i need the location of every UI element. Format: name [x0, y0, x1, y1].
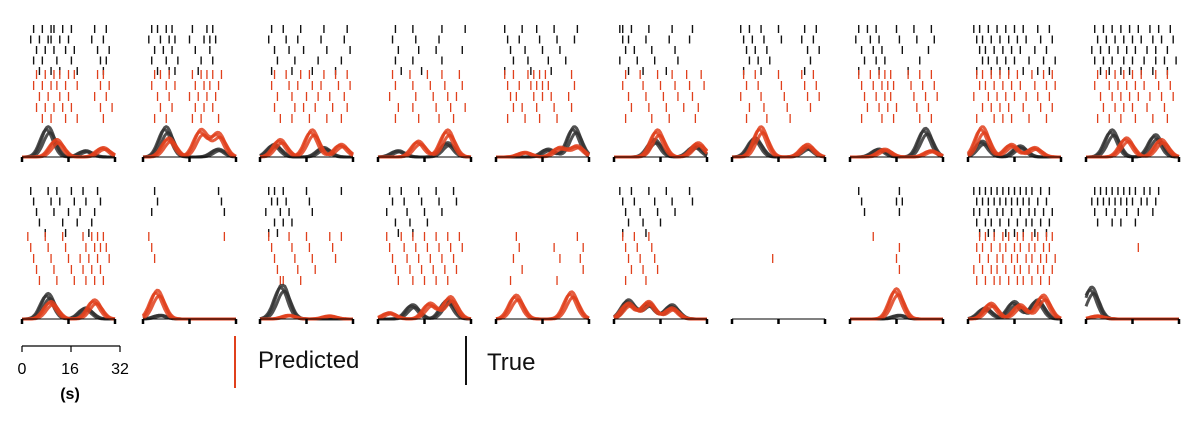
- predicted-rate-trace: [259, 133, 354, 159]
- panel-15: [494, 232, 591, 324]
- panel-1: [20, 25, 117, 162]
- time-scale-bar: 0 16 32 (s): [18, 345, 129, 403]
- panel-6: [612, 25, 709, 162]
- predicted-rate-trace: [613, 303, 707, 321]
- panel-18: [848, 187, 945, 324]
- predicted-rate-trace: [259, 128, 354, 159]
- panel-3: [258, 25, 355, 162]
- panel-12: [141, 187, 238, 324]
- panel-10: [1084, 25, 1181, 162]
- predicted-rate-trace: [967, 293, 1062, 321]
- panel-9: [966, 25, 1063, 162]
- panel-2: [141, 25, 238, 162]
- predicted-rate-trace: [495, 290, 590, 321]
- panel-13: [258, 187, 355, 324]
- panel-16: [612, 187, 709, 324]
- predicted-rate-trace: [850, 149, 944, 159]
- predicted-rate-trace: [143, 133, 237, 159]
- panel-8: [848, 25, 945, 162]
- panel-19: [966, 187, 1063, 324]
- legend-predicted-label: Predicted: [258, 347, 359, 374]
- scale-tick-label: 0: [18, 361, 27, 378]
- true-rate-trace: [259, 283, 353, 321]
- scale-tick-label: 16: [61, 361, 79, 378]
- predicted-rate-trace: [613, 299, 707, 321]
- panel-11: [20, 187, 117, 324]
- panel-17: [730, 254, 827, 324]
- panel-20: [1084, 187, 1181, 324]
- legend: Predicted True: [234, 336, 535, 388]
- scale-tick-label: 32: [111, 361, 129, 378]
- panel-14: [376, 187, 473, 324]
- predicted-rate-trace: [377, 299, 472, 321]
- panel-4: [376, 25, 473, 162]
- panel-7: [730, 25, 827, 162]
- legend-true-label: True: [487, 349, 535, 376]
- predicted-rate-trace: [732, 131, 826, 159]
- predicted-rate-trace: [22, 302, 116, 321]
- scale-unit-label: (s): [60, 386, 80, 403]
- predicted-rate-trace: [732, 128, 826, 159]
- predicted-rate-trace: [143, 127, 237, 159]
- raster-panels-grid: [20, 25, 1181, 324]
- panel-5: [494, 25, 591, 162]
- predicted-rate-trace: [967, 131, 1061, 159]
- predicted-rate-trace: [968, 298, 1062, 321]
